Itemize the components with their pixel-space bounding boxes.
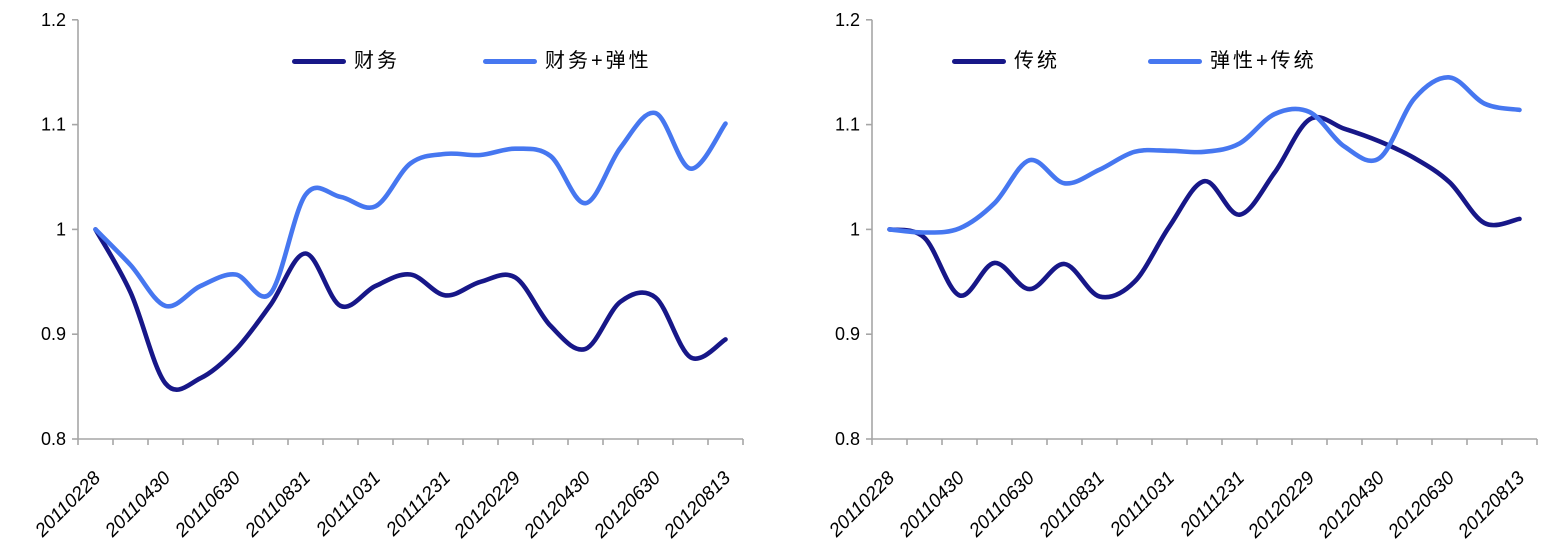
y-tick-label: 0.9 [41,324,66,344]
y-tick-label: 1 [56,219,66,239]
series-line-0 [93,227,728,392]
chart-left-plot: 0.80.911.11.2201102282011043020110630201… [31,10,744,543]
chart-right: 传统 弹性+传统 0.8 0.9 1 1.1 1.2 20110228 20110430 20… [780,0,1560,555]
x-tick-label: 20120430 [520,467,596,543]
chart-left: 财务 财务+弹性 0.8 0.9 1 1.1 1.2 20110228 20110430 20… [31,10,744,543]
x-tick-label: 20110831 [1035,468,1109,542]
legend-item: 财务+弹性 [483,51,652,72]
legend-item: 弹性+传统 [1148,51,1317,72]
axes: 0.80.911.11.2201102282011043020110630201… [825,10,1538,543]
x-tick-label: 20110430 [101,467,176,542]
series-line-0 [887,114,1522,300]
x-tick-label: 20120813 [660,467,736,543]
x-tick-label: 20111231 [382,468,455,541]
x-tick-label: 20111031 [1106,468,1179,541]
legend-line-swatch [483,59,537,64]
x-tick-label: 20111231 [1176,468,1249,541]
y-tick-label: 1.1 [41,115,66,135]
chart-right-plot: 0.80.911.11.2201102282011043020110630201… [825,10,1538,543]
x-tick-label: 20110630 [965,467,1040,542]
legend-line-swatch [1148,59,1202,64]
y-tick-label: 0.8 [41,429,66,449]
legend-line-swatch [292,59,346,64]
legend-series-label: 财务 [354,50,400,72]
legend-item: 财务 [292,51,400,72]
y-tick-label: 1.1 [835,115,860,135]
legend-series-label: 财务+弹性 [545,50,652,72]
y-tick-label: 1.2 [835,10,860,30]
x-tick-label: 20120630 [1384,467,1460,543]
y-tick-label: 1.2 [41,10,66,30]
x-tick-label: 20120229 [1244,467,1320,543]
y-tick-label: 0.8 [835,429,860,449]
x-tick-label: 20110430 [895,467,970,542]
x-tick-label: 20120430 [1314,467,1390,543]
x-tick-label: 20120813 [1454,467,1530,543]
legend-series-label: 弹性+传统 [1210,50,1317,72]
legend-item: 传统 [952,51,1060,72]
x-tick-label: 20120229 [450,467,526,543]
y-tick-label: 1 [850,219,860,239]
x-tick-label: 20110228 [31,467,106,542]
series-line-1 [887,75,1522,235]
x-tick-label: 20120630 [590,467,666,543]
series-line-1 [93,110,728,309]
x-tick-label: 20110831 [241,468,315,542]
x-tick-label: 20111031 [312,468,385,541]
y-tick-label: 0.9 [835,324,860,344]
legend-series-label: 传统 [1014,50,1060,72]
legend-line-swatch [952,59,1006,64]
x-tick-label: 20110630 [171,467,246,542]
x-tick-label: 20110228 [825,467,900,542]
